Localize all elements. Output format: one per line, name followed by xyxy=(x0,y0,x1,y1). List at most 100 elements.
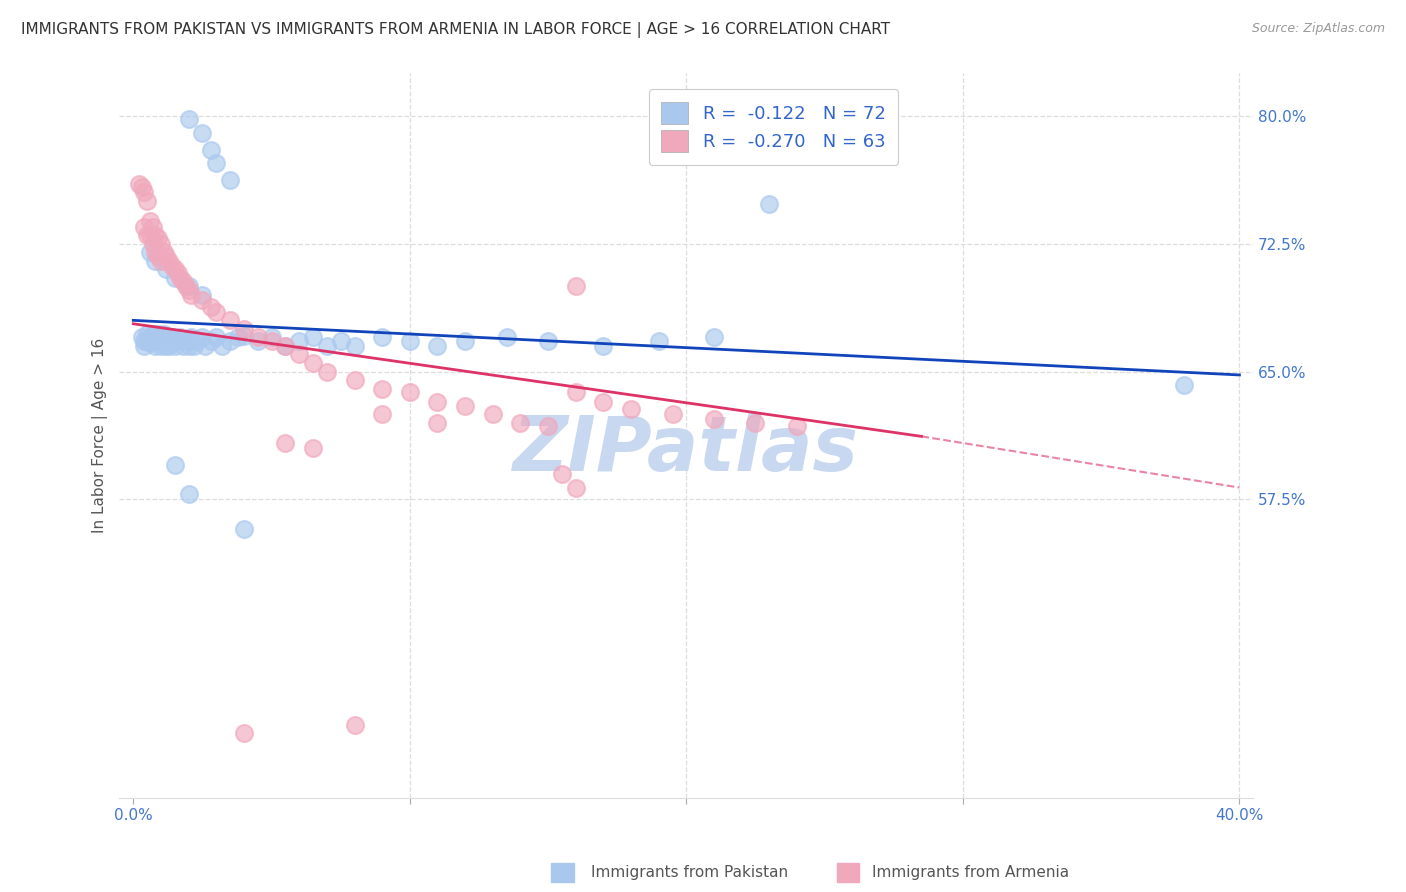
Y-axis label: In Labor Force | Age > 16: In Labor Force | Age > 16 xyxy=(93,338,108,533)
Point xyxy=(169,330,191,344)
Point xyxy=(315,365,337,379)
Point xyxy=(232,322,254,336)
Point xyxy=(145,339,167,353)
Point xyxy=(398,334,420,348)
Point xyxy=(174,279,197,293)
Point xyxy=(136,194,159,208)
Point xyxy=(139,330,162,344)
Point xyxy=(205,156,228,170)
Point xyxy=(564,279,586,293)
Point xyxy=(160,330,183,344)
Point xyxy=(426,339,449,353)
Point xyxy=(157,339,180,353)
Point xyxy=(142,326,165,341)
Point xyxy=(219,313,242,327)
Point xyxy=(371,407,394,421)
Point xyxy=(163,334,186,348)
Point xyxy=(155,339,177,353)
Point xyxy=(426,416,449,430)
Point xyxy=(274,436,297,450)
Point xyxy=(343,373,366,387)
Point xyxy=(169,270,191,285)
Point xyxy=(329,334,352,348)
Point xyxy=(163,270,186,285)
Point xyxy=(146,248,169,262)
Text: Immigrants from Armenia: Immigrants from Armenia xyxy=(872,865,1069,880)
Point xyxy=(149,236,172,251)
Point xyxy=(371,382,394,396)
Point xyxy=(744,416,766,430)
Point xyxy=(172,339,194,353)
Point xyxy=(136,334,159,348)
Point xyxy=(139,335,162,350)
Point xyxy=(180,330,202,344)
Point xyxy=(142,219,165,234)
Point xyxy=(371,330,394,344)
Point xyxy=(145,245,167,260)
Point xyxy=(142,334,165,348)
Point xyxy=(157,334,180,348)
Point xyxy=(232,521,254,535)
Point xyxy=(134,186,156,200)
Point xyxy=(703,330,725,344)
Point xyxy=(232,328,254,343)
Point xyxy=(205,330,228,344)
Point xyxy=(177,339,200,353)
Point xyxy=(177,487,200,501)
Point xyxy=(564,481,586,495)
Point xyxy=(136,326,159,341)
Point xyxy=(191,293,214,307)
Point xyxy=(537,419,560,434)
Point xyxy=(155,248,177,262)
Point xyxy=(177,334,200,348)
Point xyxy=(288,347,311,361)
Point xyxy=(219,173,242,187)
Point xyxy=(131,180,153,194)
Point xyxy=(315,339,337,353)
Point xyxy=(155,330,177,344)
Point xyxy=(155,262,177,277)
Point xyxy=(454,399,477,413)
Point xyxy=(163,458,186,473)
Point xyxy=(481,407,503,421)
Point xyxy=(166,334,188,348)
Point xyxy=(152,245,174,260)
Point xyxy=(620,402,643,417)
Point xyxy=(246,334,269,348)
Point xyxy=(211,339,233,353)
Point xyxy=(647,334,669,348)
Point xyxy=(139,245,162,260)
Point xyxy=(260,334,283,348)
Point xyxy=(274,339,297,353)
Point xyxy=(174,334,197,348)
Text: IMMIGRANTS FROM PAKISTAN VS IMMIGRANTS FROM ARMENIA IN LABOR FORCE | AGE > 16 CO: IMMIGRANTS FROM PAKISTAN VS IMMIGRANTS F… xyxy=(21,22,890,38)
Point xyxy=(592,339,614,353)
Point xyxy=(246,330,269,344)
Point xyxy=(274,339,297,353)
Point xyxy=(166,266,188,280)
Point xyxy=(758,197,780,211)
Point xyxy=(564,384,586,399)
Point xyxy=(149,253,172,268)
Point xyxy=(537,334,560,348)
Point xyxy=(131,330,153,344)
Point xyxy=(146,231,169,245)
Text: Immigrants from Pakistan: Immigrants from Pakistan xyxy=(591,865,787,880)
Point xyxy=(157,253,180,268)
Point xyxy=(177,112,200,126)
Point xyxy=(172,274,194,288)
Point xyxy=(194,339,217,353)
Point xyxy=(232,726,254,740)
Point xyxy=(136,228,159,243)
Point xyxy=(509,416,531,430)
Point xyxy=(495,330,517,344)
Point xyxy=(139,214,162,228)
Point xyxy=(191,330,214,344)
Text: Source: ZipAtlas.com: Source: ZipAtlas.com xyxy=(1251,22,1385,36)
Point xyxy=(228,330,250,344)
Point xyxy=(163,262,186,277)
Point xyxy=(134,339,156,353)
Point xyxy=(343,717,366,731)
Point xyxy=(149,339,172,353)
Point xyxy=(703,412,725,426)
